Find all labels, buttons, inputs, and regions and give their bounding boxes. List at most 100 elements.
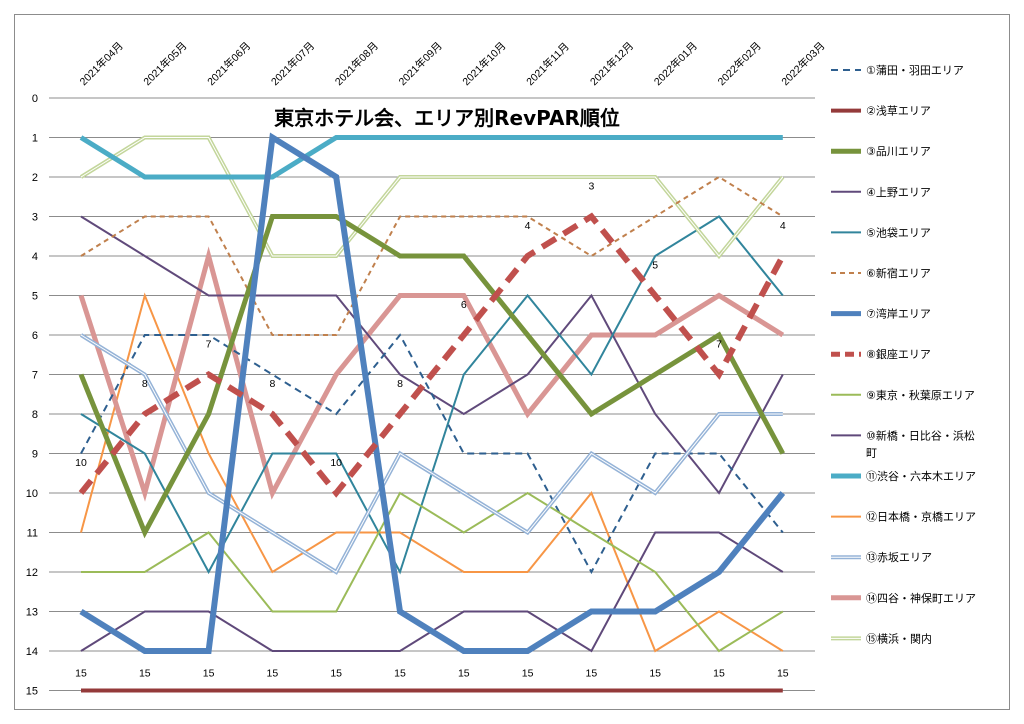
legend-label: ⑭四谷・神保町エリア xyxy=(866,591,976,605)
x-tick-label: 2021年10月 xyxy=(460,39,509,88)
legend-label: ⑬赤坂エリア xyxy=(866,551,932,564)
data-label: 8 xyxy=(397,378,403,390)
y-tick-label: 2 xyxy=(32,172,38,184)
legend-label: ⑦湾岸エリア xyxy=(866,307,931,321)
data-label: 8 xyxy=(142,378,148,390)
x-tick-label: 2021年11月 xyxy=(524,40,572,88)
x-tick-label: 2021年09月 xyxy=(396,39,445,88)
data-label: 15 xyxy=(394,668,406,680)
y-tick-label: 3 xyxy=(32,212,38,224)
x-tick-label: 2021年08月 xyxy=(332,39,381,88)
x-tick-label: 2021年07月 xyxy=(268,39,317,88)
legend-label: ⑩新橋・日比谷・浜松 xyxy=(866,428,975,442)
series-line-inner-15 xyxy=(80,137,784,257)
legend-label: ⑪渋谷・六本木エリア xyxy=(866,469,976,483)
series-lines xyxy=(78,132,786,693)
data-label: 15 xyxy=(458,668,470,680)
data-label: 7 xyxy=(716,339,722,351)
legend-item: ⑬赤坂エリア xyxy=(831,551,932,564)
data-label: 15 xyxy=(267,668,279,680)
series-line-15 xyxy=(79,135,785,260)
legend-item: ⑭四谷・神保町エリア xyxy=(831,591,976,605)
legend-label: ⑨東京・秋葉原エリア xyxy=(866,388,975,402)
data-label: 6 xyxy=(461,299,467,311)
series-line-3 xyxy=(78,214,786,539)
legend-item: ⑨東京・秋葉原エリア xyxy=(831,388,975,402)
x-tick-label: 2021年05月 xyxy=(141,39,190,88)
legend-label: ⑤池袋エリア xyxy=(866,225,931,239)
legend-item: ⑧銀座エリア xyxy=(831,347,931,361)
y-tick-label: 12 xyxy=(26,567,38,579)
legend-item: ③品川エリア xyxy=(831,145,931,158)
y-tick-label: 14 xyxy=(26,646,38,658)
series-line-1 xyxy=(80,333,784,575)
series-line-9 xyxy=(81,491,784,653)
y-tick-label: 9 xyxy=(32,449,38,461)
legend-item: ⑤池袋エリア xyxy=(831,225,931,239)
legend-label: ②浅草エリア xyxy=(866,105,931,118)
y-tick-label: 0 xyxy=(32,93,38,105)
chart-title: 東京ホテル会、エリア別RevPAR順位 xyxy=(274,106,620,130)
x-tick-label: 2022年01月 xyxy=(651,39,700,88)
data-label: 10 xyxy=(330,457,342,469)
data-label: 15 xyxy=(522,668,534,680)
data-label: 15 xyxy=(713,668,725,680)
data-label: 15 xyxy=(330,668,342,680)
legend-item: ⑥新宿エリア xyxy=(831,266,931,280)
data-label: 15 xyxy=(139,668,151,680)
series-line-8 xyxy=(78,212,786,498)
data-label: 5 xyxy=(652,260,658,272)
legend-label: ⑮横浜・関内 xyxy=(866,631,932,645)
x-tick-label: 2021年12月 xyxy=(587,39,636,88)
legend-item: ⑮横浜・関内 xyxy=(831,631,932,645)
legend-label: ⑥新宿エリア xyxy=(866,266,931,280)
legend-item: ①蒲田・羽田エリア xyxy=(831,63,964,77)
data-label: 3 xyxy=(588,181,594,193)
legend-label: ⑫日本橋・京橋エリア xyxy=(866,510,976,524)
x-tick-label: 2022年02月 xyxy=(715,39,764,88)
legend: ①蒲田・羽田エリア ②浅草エリア ③品川エリア ④上野エリア ⑤池袋エリア ⑥新宿エリア ⑦… xyxy=(831,63,976,645)
y-tick-label: 15 xyxy=(26,686,38,698)
data-labels: 15 15 15 15 15 15 15 15 15 15 15 15 10 8 7 8 10 8 6 4 3 5 7 4 xyxy=(75,181,789,680)
series-line-11 xyxy=(79,135,783,180)
y-tick-label: 13 xyxy=(26,607,38,619)
legend-item: ⑪渋谷・六本木エリア xyxy=(831,469,976,483)
y-tick-label: 4 xyxy=(32,251,38,263)
data-label: 15 xyxy=(777,668,789,680)
y-tick-label: 10 xyxy=(26,488,38,500)
x-tick-label: 2022年03月 xyxy=(779,39,828,88)
legend-label-cont: 町 xyxy=(866,447,877,459)
x-tick-label: 2021年04月 xyxy=(77,39,126,88)
data-label: 15 xyxy=(203,668,215,680)
series-line-6 xyxy=(80,175,784,336)
y-tick-label: 5 xyxy=(32,291,38,303)
legend-item: ⑩新橋・日比谷・浜松町 xyxy=(831,428,975,459)
data-label: 4 xyxy=(780,220,786,232)
legend-label: ①蒲田・羽田エリア xyxy=(866,63,964,77)
legend-label: ⑧銀座エリア xyxy=(866,347,931,361)
data-label: 7 xyxy=(206,339,212,351)
y-tick-label: 6 xyxy=(32,330,38,342)
x-axis-ticks: 2021年04月 2021年05月 2021年06月 2021年07月 2021年08月… xyxy=(77,39,828,88)
legend-label: ③品川エリア xyxy=(866,145,931,158)
legend-item: ⑦湾岸エリア xyxy=(831,307,931,321)
legend-item: ②浅草エリア xyxy=(831,105,931,118)
legend-item: ④上野エリア xyxy=(831,186,931,199)
y-tick-label: 7 xyxy=(32,370,38,382)
series-line-inner-13 xyxy=(80,334,783,573)
data-label: 15 xyxy=(75,668,87,680)
data-label: 4 xyxy=(525,220,531,232)
data-label: 15 xyxy=(586,668,598,680)
y-tick-label: 1 xyxy=(32,133,38,145)
y-tick-label: 8 xyxy=(32,409,38,421)
y-tick-label: 11 xyxy=(27,528,38,540)
data-label: 8 xyxy=(269,378,275,390)
legend-label: ④上野エリア xyxy=(866,186,931,199)
data-label: 15 xyxy=(649,668,661,680)
series-line-12 xyxy=(80,292,784,653)
series-line-7 xyxy=(79,132,786,654)
series-line-14 xyxy=(78,246,785,502)
legend-item: ⑫日本橋・京橋エリア xyxy=(831,510,976,524)
